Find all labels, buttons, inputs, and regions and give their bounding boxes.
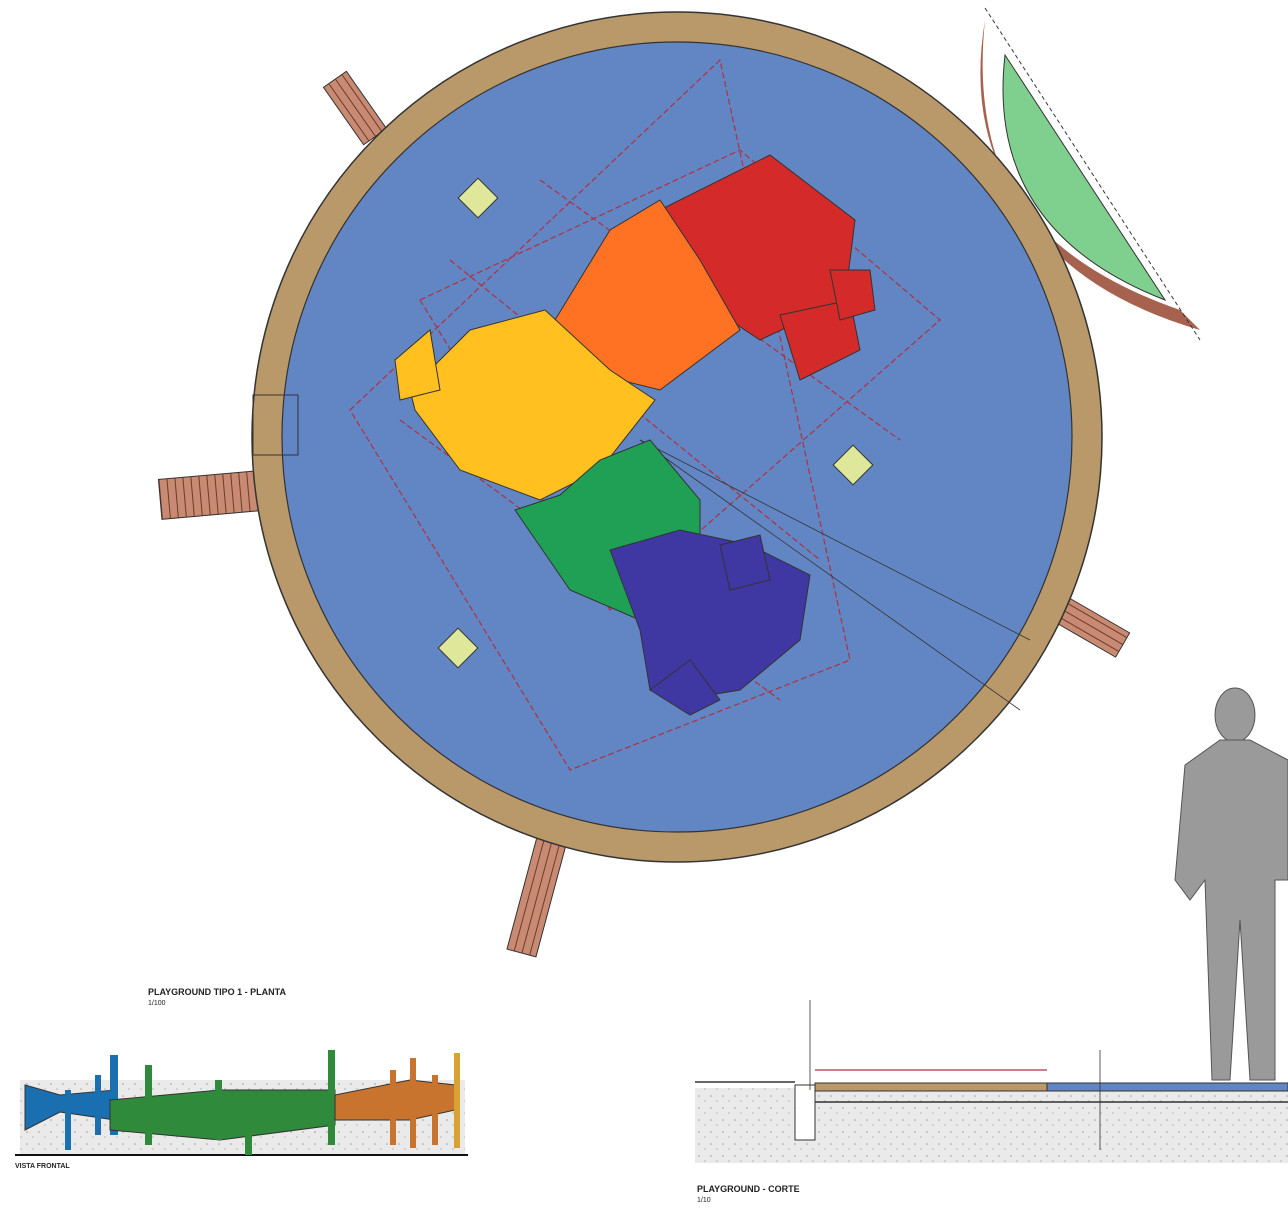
grid-mark bbox=[252, 394, 299, 456]
scale-figure bbox=[1174, 687, 1288, 1081]
front-elevation bbox=[15, 1050, 468, 1156]
section-detail bbox=[695, 1000, 1288, 1163]
plan-scale: 1/100 bbox=[148, 1000, 166, 1007]
garden-area bbox=[980, 7, 1201, 341]
play-modules bbox=[394, 154, 876, 716]
section-title: PLAYGROUND - CORTE bbox=[697, 1184, 800, 1194]
sand-boxes bbox=[437, 177, 874, 669]
section-scale: 1/10 bbox=[697, 1197, 711, 1204]
plan-title: PLAYGROUND TIPO 1 - PLANTA bbox=[148, 987, 287, 997]
play-surface bbox=[281, 41, 1073, 833]
elevation-title: VISTA FRONTAL bbox=[15, 1163, 70, 1170]
